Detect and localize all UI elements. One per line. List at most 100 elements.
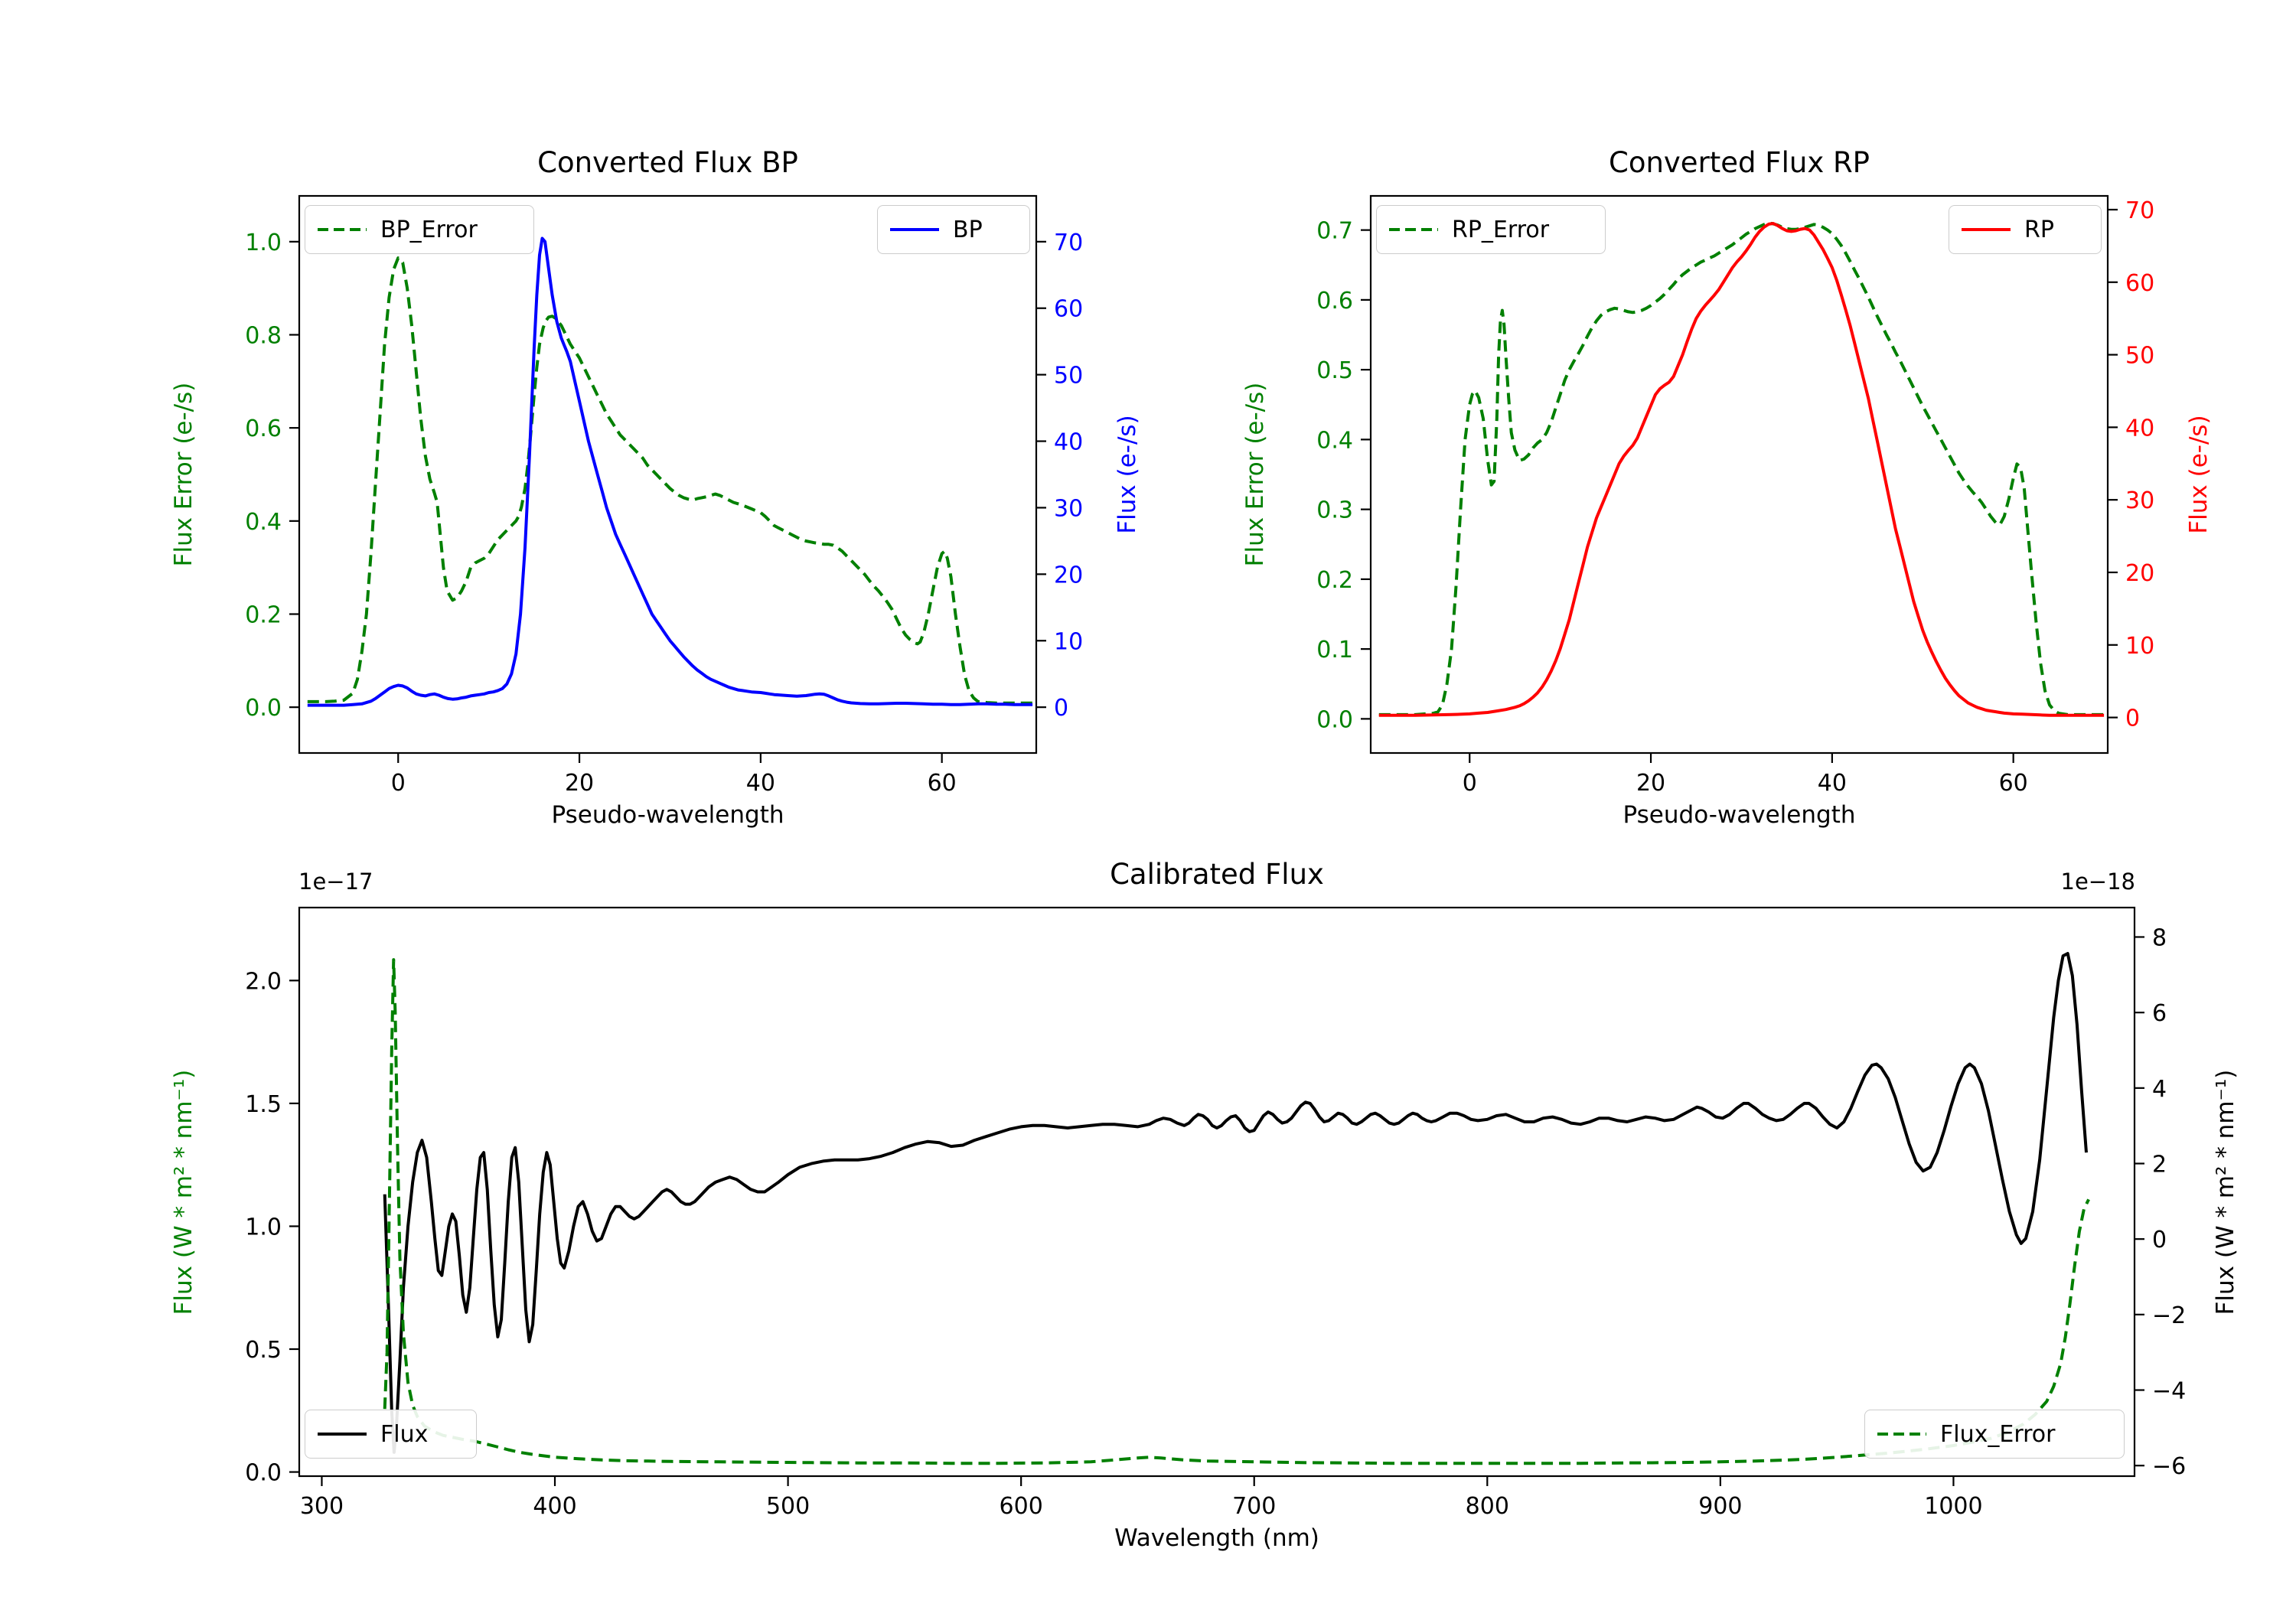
axes-frame (298, 194, 1038, 755)
legend-bp_error: BP_Error (305, 205, 534, 254)
y-tick-label-left: 2.0 (245, 968, 282, 995)
y-tick-label-left: 0.3 (1316, 497, 1353, 524)
series-Flux_Error (383, 958, 2090, 1465)
y-tick-label-left: 0.6 (245, 416, 282, 442)
y-tick-label-left: 0.0 (245, 695, 282, 722)
x-tick-label: 60 (928, 770, 957, 797)
legend-flux_error: Flux_Error (1864, 1410, 2125, 1459)
y-tick-label-right: 20 (1054, 562, 1083, 588)
legend-label-flux: Flux (380, 1420, 429, 1448)
x-tick-label: 700 (1232, 1493, 1276, 1520)
y-tick-label-right: 40 (1054, 429, 1083, 456)
y-tick-label-right: −4 (2152, 1378, 2186, 1405)
y-tick-label-left: 0.2 (245, 602, 282, 629)
rp-plot-area: 0 20 40 60 0.0 0.1 0.2 0.3 0.4 0.5 0.6 0.7 0 10 20 30 40… (1316, 194, 2154, 797)
y-tick-label-left: 0.4 (245, 509, 282, 536)
rp-title: Converted Flux RP (1608, 146, 1870, 179)
x-tick-label: 40 (1818, 770, 1847, 797)
rp-xlabel: Pseudo-wavelength (1623, 801, 1856, 829)
y-tick-label-right: 60 (1054, 296, 1083, 323)
legend-label-rp_error: RP_Error (1452, 216, 1550, 243)
series-RP_Error (1378, 221, 2105, 716)
bp-plot-area: 0 20 40 60 0.0 0.2 0.4 0.6 0.8 1.0 0 10 20 30 40 50 60 70 (245, 194, 1083, 797)
series-BP_Error (307, 256, 1033, 705)
legend-line-sample-flux (318, 1433, 367, 1436)
y-tick-label-left: 1.0 (245, 1214, 282, 1240)
y-tick-label-right: 10 (1054, 628, 1083, 655)
y-tick-label-right: 60 (2125, 270, 2154, 297)
legend-flux: Flux (305, 1410, 477, 1459)
legend-label-flux_error: Flux_Error (1940, 1420, 2056, 1448)
legend-rp_error: RP_Error (1376, 205, 1606, 254)
x-tick-label: 0 (391, 770, 406, 797)
y-tick-label-right: 8 (2152, 924, 2167, 951)
y-tick-label-left: 0.1 (1316, 637, 1353, 663)
y-tick-label-right: 0 (1054, 695, 1068, 722)
legend-label-rp: RP (2024, 216, 2054, 243)
cal-right-offset-text: 1e−18 (2060, 869, 2136, 895)
cal-title: Calibrated Flux (1110, 858, 1324, 891)
x-tick-label: 600 (1000, 1493, 1043, 1520)
legend-line-sample-bp (890, 228, 939, 231)
cal-ylabel-right: Flux (W * m² * nm⁻¹) (2212, 1069, 2239, 1315)
y-tick-label-right: 0 (2125, 706, 2140, 732)
y-tick-label-left: 0.4 (1316, 427, 1353, 454)
y-tick-label-right: 50 (2125, 343, 2154, 370)
y-tick-label-left: 1.0 (245, 230, 282, 256)
axes-frame (298, 906, 2136, 1478)
x-tick-label: 60 (1999, 770, 2028, 797)
y-tick-label-right: 2 (2152, 1151, 2167, 1178)
y-tick-label-left: 0.5 (1316, 357, 1353, 384)
y-tick-label-left: 0.5 (245, 1337, 282, 1364)
x-tick-label: 500 (766, 1493, 810, 1520)
y-tick-label-right: −6 (2152, 1453, 2186, 1480)
x-tick-label: 300 (300, 1493, 344, 1520)
y-tick-label-left: 0.6 (1316, 288, 1353, 315)
legend-line-sample-rp_error (1389, 228, 1438, 231)
legend-bp: BP (877, 205, 1030, 254)
y-tick-label-left: 0.8 (245, 323, 282, 350)
y-tick-label-right: 70 (1054, 230, 1083, 256)
bp-xlabel: Pseudo-wavelength (551, 801, 784, 829)
cal-xlabel: Wavelength (nm) (1114, 1524, 1319, 1552)
y-tick-label-right: 0 (2152, 1227, 2167, 1253)
y-tick-label-right: −2 (2152, 1302, 2186, 1329)
legend-line-sample-flux_error (1877, 1433, 1926, 1436)
legend-rp: RP (1949, 205, 2102, 254)
bp-title: Converted Flux BP (537, 146, 798, 179)
x-tick-label: 900 (1698, 1493, 1742, 1520)
y-tick-label-left: 0.7 (1316, 218, 1353, 245)
y-tick-label-left: 0.0 (1316, 706, 1353, 733)
y-tick-label-left: 1.5 (245, 1091, 282, 1118)
x-tick-label: 20 (565, 770, 594, 797)
y-tick-label-left: 0.2 (1316, 567, 1353, 594)
y-tick-label-right: 6 (2152, 1000, 2167, 1027)
x-tick-label: 400 (533, 1493, 576, 1520)
y-tick-label-right: 70 (2125, 197, 2154, 224)
y-tick-label-right: 30 (1054, 495, 1083, 522)
y-tick-label-right: 40 (2125, 415, 2154, 442)
axes-frame (1369, 194, 2109, 755)
y-tick-label-right: 30 (2125, 487, 2154, 514)
y-tick-label-right: 50 (1054, 363, 1083, 390)
legend-label-bp_error: BP_Error (380, 216, 478, 243)
x-tick-label: 1000 (1924, 1493, 1982, 1520)
legend-line-sample-rp (1962, 228, 2011, 231)
y-tick-label-right: 20 (2125, 560, 2154, 587)
cal-left-offset-text: 1e−17 (298, 869, 373, 895)
series-RP (1378, 222, 2105, 717)
x-tick-label: 0 (1463, 770, 1477, 797)
y-tick-label-right: 4 (2152, 1076, 2167, 1103)
y-tick-label-right: 10 (2125, 633, 2154, 660)
series-BP (307, 236, 1033, 707)
series-Flux (383, 952, 2088, 1454)
x-tick-label: 800 (1466, 1493, 1509, 1520)
x-tick-label: 40 (746, 770, 775, 797)
legend-label-bp: BP (953, 216, 983, 243)
y-tick-label-left: 0.0 (245, 1460, 282, 1487)
legend-line-sample-bp_error (318, 228, 367, 231)
